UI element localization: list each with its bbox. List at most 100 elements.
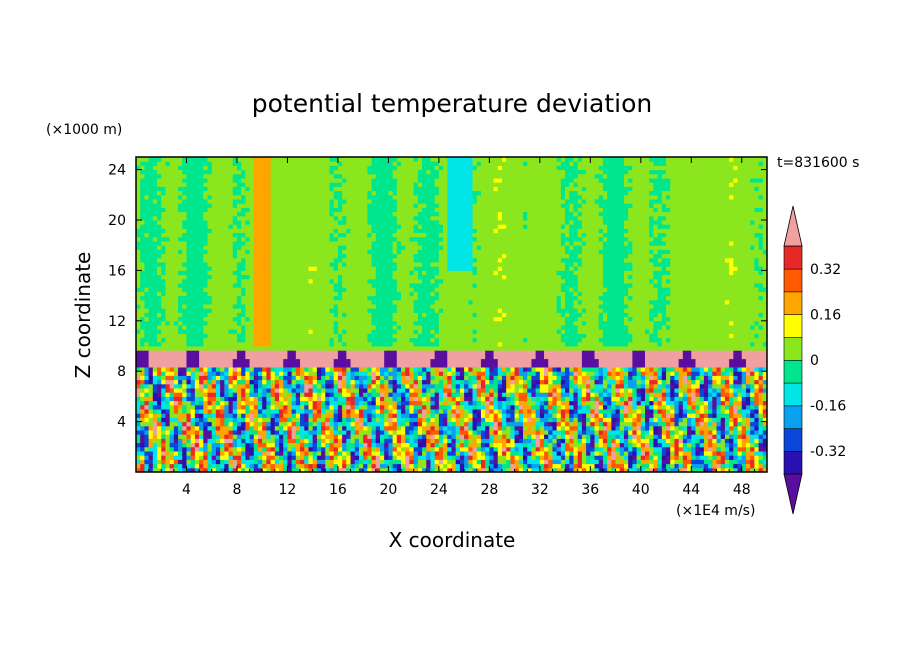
field-cell [384,295,389,301]
field-cell [287,409,293,414]
field-cell [321,409,326,414]
field-cell [152,459,158,465]
field-cell [136,404,141,410]
field-cell [367,283,373,288]
field-cell [304,367,309,372]
field-cell [358,236,364,242]
field-cell [396,295,402,301]
field-cell [333,354,339,360]
field-cell [279,467,284,472]
field-cell [274,304,280,309]
field-cell [291,388,297,393]
field-cell [388,291,394,297]
field-cell [308,173,314,179]
field-cell [375,442,381,448]
field-cell [203,367,209,372]
field-cell [321,165,326,171]
field-cell [405,257,410,263]
field-cell [300,333,305,339]
field-cell [253,320,259,326]
field-cell [379,161,385,166]
field-cell [169,165,175,171]
field-cell [165,203,171,208]
field-cell [257,375,263,381]
field-cell [405,182,410,187]
field-cell [379,455,385,460]
field-cell [224,173,230,179]
field-cell [333,199,339,204]
field-cell [346,409,352,414]
field-cell [152,354,158,360]
field-cell [161,182,166,187]
field-cell [396,383,402,389]
field-cell [136,421,141,427]
field-cell [274,161,280,166]
field-cell [220,199,225,204]
field-cell [241,446,246,452]
field-cell [165,291,171,297]
field-cell [287,417,293,423]
field-cell [194,194,200,200]
field-cell [291,165,297,171]
field-cell [169,266,175,271]
field-cell [363,446,368,452]
field-cell [144,236,150,242]
field-cell [270,325,276,330]
field-cell [384,404,389,410]
field-cell [220,346,225,351]
field-cell [241,430,246,435]
field-cell [140,299,145,305]
field-cell [300,211,305,217]
field-cell [316,278,322,284]
field-cell [270,459,276,465]
field-cell [232,295,238,301]
field-cell [207,270,213,276]
field-cell [295,341,301,347]
field-cell [190,358,196,364]
field-cell [354,333,360,339]
field-cell [157,383,162,389]
field-cell [287,375,293,381]
field-cell [337,325,343,330]
field-cell [304,442,309,448]
field-cell [136,249,141,255]
field-cell [308,358,314,364]
field-cell [245,434,251,439]
field-cell [316,257,322,263]
field-cell [321,350,326,355]
field-cell [354,459,360,465]
field-cell [291,446,297,452]
field-cell [346,253,352,259]
field-cell [203,257,209,263]
field-cell [161,186,166,192]
field-cell [232,354,238,360]
field-cell [287,169,293,175]
field-cell [312,274,318,280]
field-cell [220,253,225,259]
field-cell [274,266,280,271]
field-cell [152,266,158,271]
field-cell [413,409,419,414]
field-cell [384,173,389,179]
field-cell [295,446,301,452]
field-cell [396,430,402,435]
field-cell [148,266,154,271]
field-cell [308,299,314,305]
field-cell [157,375,162,381]
field-cell [262,220,267,225]
field-cell [346,341,352,347]
field-cell [241,304,246,309]
field-cell [291,358,297,364]
field-cell [236,215,242,221]
field-cell [388,295,394,301]
field-cell [148,304,154,309]
field-cell [165,287,171,292]
field-cell [274,270,280,276]
field-cell [178,396,183,402]
field-cell [241,341,246,347]
field-cell [371,438,377,444]
field-cell [295,333,301,339]
field-cell [186,367,192,372]
field-cell [308,249,314,255]
field-cell [379,266,385,271]
